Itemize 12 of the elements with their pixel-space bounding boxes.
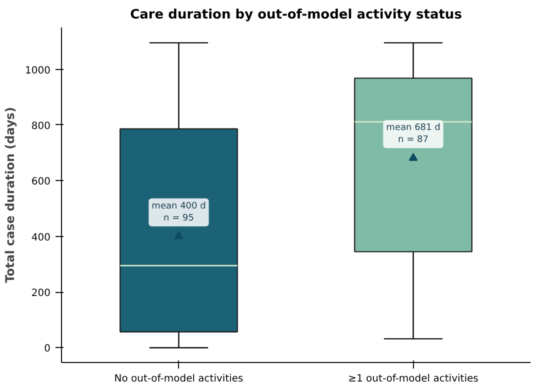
y-tick-label: 200 (31, 288, 51, 300)
y-tick-label: 800 (31, 120, 51, 132)
chart-title: Care duration by out-of-model activity status (130, 8, 462, 22)
x-tick-label: No out-of-model activities (114, 374, 244, 384)
y-tick-label: 400 (31, 232, 51, 244)
y-tick-label: 600 (31, 176, 51, 188)
annotation: mean 681 d n = 87 (386, 123, 440, 146)
y-axis-title: Total case duration (days) (3, 107, 18, 283)
y-tick-label: 1000 (25, 65, 51, 76)
annotation: mean 400 d n = 95 (152, 201, 206, 224)
y-tick-label: 0 (44, 344, 51, 355)
x-tick-label: ≥1 out-of-model activities (348, 374, 478, 384)
